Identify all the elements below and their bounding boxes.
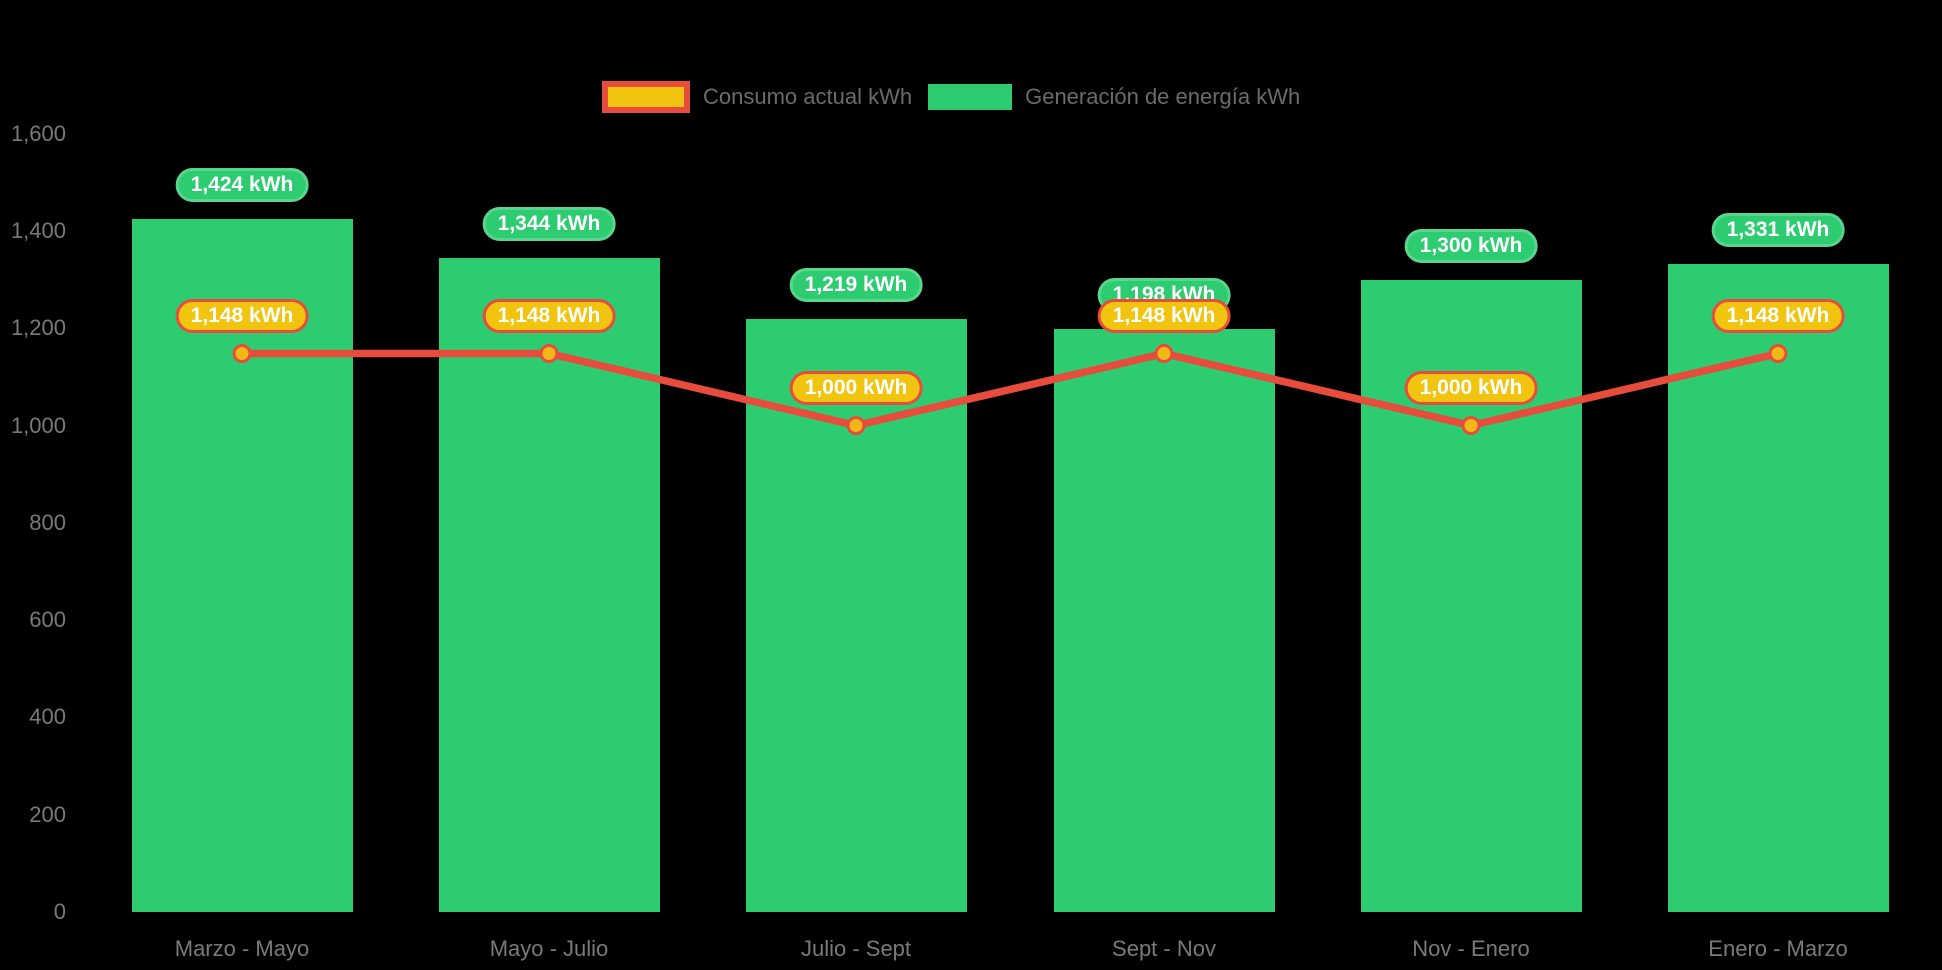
generation-value-pill: 1,219 kWh (789, 268, 923, 302)
y-axis-tick: 800 (29, 510, 66, 535)
consumption-value-pill: 1,148 kWh (175, 299, 309, 333)
generation-value-pill: 1,300 kWh (1404, 229, 1538, 263)
x-axis-label: Julio - Sept (800, 936, 912, 961)
generation-bar[interactable] (132, 219, 353, 912)
legend-swatch-consumo-icon (602, 81, 690, 113)
legend-label-consumo: Consumo actual kWh (703, 84, 913, 109)
y-axis-tick: 1,600 (10, 121, 66, 146)
y-axis-tick: 0 (53, 899, 66, 924)
consumption-value-pill: 1,000 kWh (789, 371, 923, 405)
generation-bar[interactable] (1668, 264, 1889, 912)
x-axis-label: Nov - Enero (1412, 936, 1530, 961)
x-axis-label: Enero - Marzo (1708, 936, 1848, 961)
legend-item-consumo[interactable]: Consumo actual kWh (602, 81, 912, 113)
x-axis-label: Marzo - Mayo (174, 936, 310, 961)
y-axis-tick: 600 (29, 607, 66, 632)
legend-item-generacion[interactable]: Generación de energía kWh (928, 84, 1300, 110)
consumption-value-pill: 1,148 kWh (482, 299, 616, 333)
generation-value-pill: 1,344 kWh (482, 207, 616, 241)
x-axis-label: Sept - Nov (1112, 936, 1216, 961)
generation-value-pill: 1,424 kWh (175, 168, 309, 202)
legend: Consumo actual kWh Generación de energía… (602, 81, 1300, 113)
y-axis-tick: 400 (29, 704, 66, 729)
generation-bar[interactable] (1054, 329, 1275, 912)
legend-swatch-generacion-icon (928, 84, 1013, 110)
y-axis-tick: 1,000 (10, 413, 66, 438)
legend-label-generacion: Generación de energía kWh (1025, 84, 1301, 109)
generation-bar[interactable] (746, 319, 967, 912)
y-axis-tick: 1,200 (10, 315, 66, 340)
consumption-value-pill: 1,148 kWh (1097, 299, 1231, 333)
consumption-value-pill: 1,000 kWh (1404, 371, 1538, 405)
y-axis-tick: 1,400 (10, 218, 66, 243)
x-axis-label: Mayo - Julio (489, 936, 609, 961)
y-axis-tick: 200 (29, 802, 66, 827)
generation-bar[interactable] (439, 258, 660, 912)
consumption-value-pill: 1,148 kWh (1711, 299, 1845, 333)
generation-value-pill: 1,331 kWh (1711, 213, 1845, 247)
